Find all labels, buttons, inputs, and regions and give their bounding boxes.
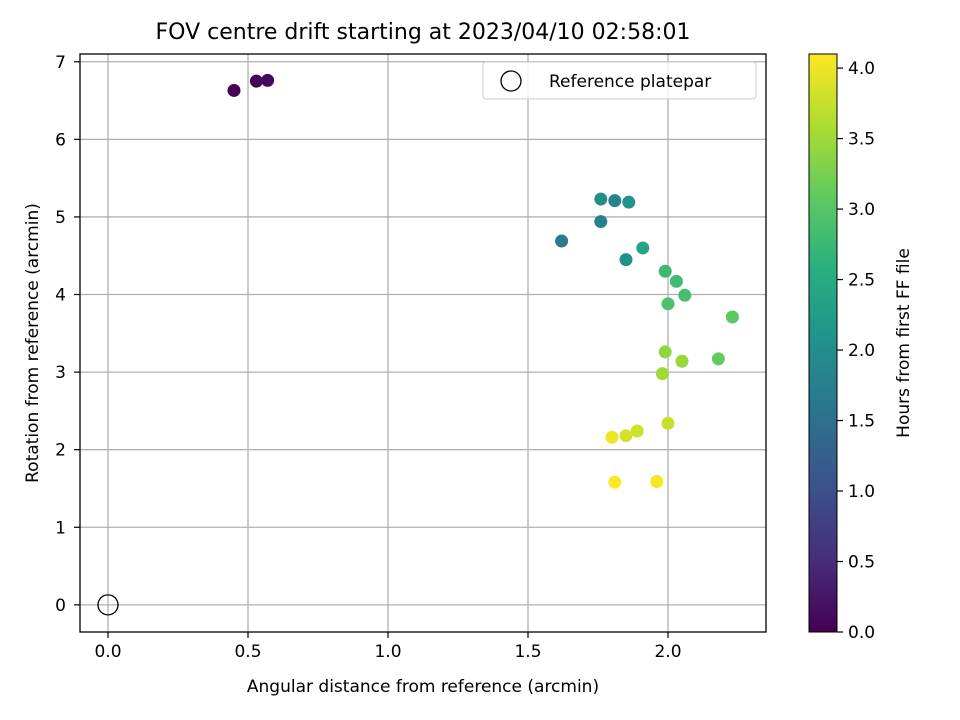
- scatter-point: [261, 73, 275, 87]
- colorbar-tick-label: 0.5: [848, 553, 875, 573]
- scatter-point: [636, 241, 650, 255]
- scatter-point: [711, 352, 725, 366]
- colorbar-tick-label: 0.0: [848, 623, 875, 643]
- colorbar-label: Hours from first FF file: [894, 248, 914, 438]
- colorbar-gradient: [808, 53, 838, 633]
- colorbar-tick-label: 2.5: [848, 271, 875, 291]
- y-tick-label: 1: [55, 518, 66, 538]
- scatter-point: [630, 424, 644, 438]
- scatter-point: [658, 345, 672, 359]
- y-tick-label: 0: [55, 596, 66, 616]
- scatter-point: [678, 288, 692, 302]
- scatter-point: [594, 192, 608, 206]
- colorbar-tick-label: 3.5: [848, 130, 875, 150]
- colorbar-tick-label: 2.0: [848, 341, 875, 361]
- scatter-point: [669, 274, 683, 288]
- x-tick-label: 0.5: [234, 642, 261, 662]
- y-axis: 0 1 2 3 4 5 6 7: [55, 53, 80, 616]
- scatter-point: [661, 297, 675, 311]
- y-axis-label: Rotation from reference (arcmin): [23, 203, 43, 483]
- colorbar: 0.0 0.5 1.0 1.5 2.0 2.5 3.0 3.5 4.0 Hours from f…: [808, 53, 914, 643]
- y-tick-label: 6: [55, 130, 66, 150]
- y-tick-label: 5: [55, 208, 66, 228]
- scatter-point: [555, 234, 569, 248]
- chart-title: FOV centre drift starting at 2023/04/10 …: [156, 20, 691, 45]
- grid: [80, 54, 766, 632]
- data-points: [227, 73, 739, 489]
- legend-label-reference: Reference platepar: [549, 72, 711, 92]
- scatter-point: [658, 264, 672, 278]
- colorbar-tick-label: 4.0: [848, 59, 875, 79]
- scatter-point: [725, 310, 739, 324]
- scatter-point: [227, 83, 241, 97]
- scatter-point: [655, 367, 669, 381]
- colorbar-tick-label: 1.0: [848, 482, 875, 502]
- colorbar-tick-label: 1.5: [848, 412, 875, 432]
- x-tick-label: 2.0: [654, 642, 681, 662]
- y-tick-label: 7: [55, 53, 66, 73]
- legend-marker-icon: [500, 70, 522, 92]
- colorbar-tick-label: 3.0: [848, 200, 875, 220]
- legend: Reference platepar: [482, 61, 757, 100]
- scatter-point: [608, 194, 622, 208]
- reference-marker-layer: [97, 594, 119, 616]
- scatter-point: [619, 429, 633, 443]
- scatter-point: [605, 430, 619, 444]
- scatter-point: [619, 253, 633, 267]
- scatter-point: [608, 475, 622, 489]
- scatter-point: [661, 416, 675, 430]
- x-tick-label: 1.5: [514, 642, 541, 662]
- reference-platepar-marker: [97, 594, 119, 616]
- scatter-point: [650, 474, 664, 488]
- y-tick-label: 3: [55, 363, 66, 383]
- scatter-point: [594, 215, 608, 229]
- y-tick-label: 4: [55, 286, 66, 306]
- x-tick-label: 0.0: [94, 642, 121, 662]
- x-axis: 0.0 0.5 1.0 1.5 2.0: [94, 632, 682, 662]
- scatter-point: [249, 74, 263, 88]
- x-axis-label: Angular distance from reference (arcmin): [247, 677, 599, 697]
- legend-box: [482, 61, 757, 100]
- scatter-point: [675, 354, 689, 368]
- y-tick-label: 2: [55, 441, 66, 461]
- plot-frame: [79, 53, 767, 633]
- scatter-point: [622, 195, 636, 209]
- colorbar-ticks: 0.0 0.5 1.0 1.5 2.0 2.5 3.0 3.5 4.0: [837, 59, 875, 643]
- x-tick-label: 1.0: [374, 642, 401, 662]
